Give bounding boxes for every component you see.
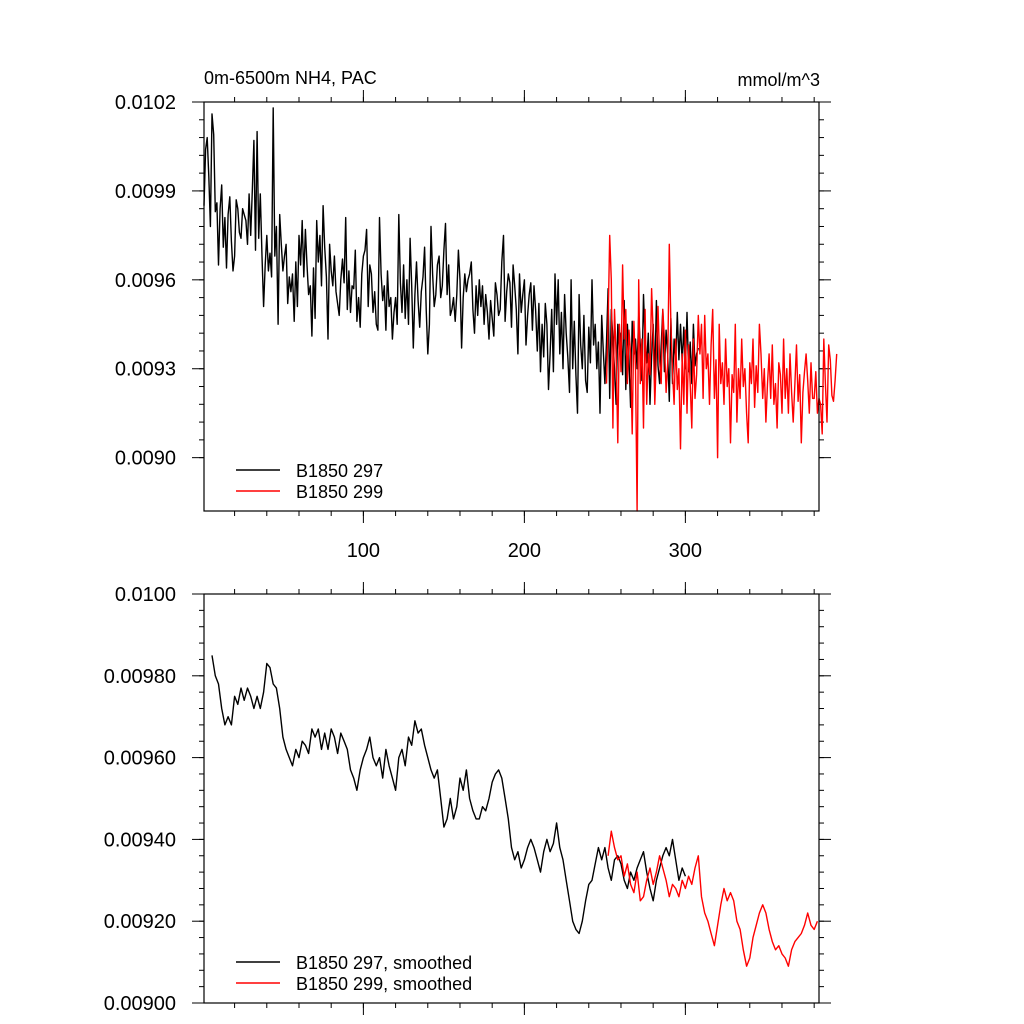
series-line-b1850-297: [203, 107, 699, 414]
top-chart-panel: 0m-6500m NH4, PAC mmol/m^3 0.01020.00990…: [115, 68, 838, 562]
bottom-series-group: [211, 655, 819, 967]
top-chart-title: 0m-6500m NH4, PAC: [204, 68, 377, 88]
bottom-y-axis: 0.0100 0.00980 0.00960 0.00940 0.00920 0.0090…: [104, 584, 831, 1015]
y-tick-label: 0.0093: [115, 359, 176, 381]
y-tick-label: 0.00960: [104, 748, 176, 770]
x-tick-label: 200: [508, 540, 541, 562]
bottom-plot-frame: [203, 593, 820, 1004]
legend-label-b1850-299: B1850 299: [296, 482, 383, 502]
series-line-b1850-299: [605, 234, 838, 512]
x-tick-label: 300: [669, 540, 702, 562]
top-x-axis: 100 200 300: [234, 90, 815, 562]
top-y-axis: 0.0102 0.0099 0.0096 0.0093 0.0090: [115, 92, 831, 470]
y-tick-label: 0.00980: [104, 666, 176, 688]
top-series-group: [203, 107, 838, 512]
legend-label-b1850-299-smoothed: B1850 299, smoothed: [296, 974, 472, 994]
top-legend: B1850 297 B1850 299: [236, 461, 383, 502]
y-tick-label: 0.0100: [115, 584, 176, 606]
bottom-x-axis: [234, 582, 815, 1015]
y-tick-label: 0.00900: [104, 993, 176, 1015]
top-chart-units: mmol/m^3: [738, 70, 820, 90]
y-tick-label: 0.0102: [115, 92, 176, 114]
y-tick-label: 0.00920: [104, 911, 176, 933]
series-line-b1850-299-smoothed: [607, 830, 819, 967]
y-tick-label: 0.00940: [104, 829, 176, 851]
x-tick-label: 100: [347, 540, 380, 562]
top-plot-frame: [203, 101, 820, 512]
series-line-b1850-297-smoothed: [211, 655, 687, 935]
bottom-legend: B1850 297, smoothed B1850 299, smoothed: [236, 953, 472, 994]
bottom-chart-panel: 0.0100 0.00980 0.00960 0.00940 0.00920 0.0090…: [104, 582, 831, 1015]
legend-label-b1850-297-smoothed: B1850 297, smoothed: [296, 953, 472, 973]
y-tick-label: 0.0099: [115, 181, 176, 203]
y-tick-label: 0.0090: [115, 448, 176, 470]
legend-label-b1850-297: B1850 297: [296, 461, 383, 481]
y-tick-label: 0.0096: [115, 270, 176, 292]
